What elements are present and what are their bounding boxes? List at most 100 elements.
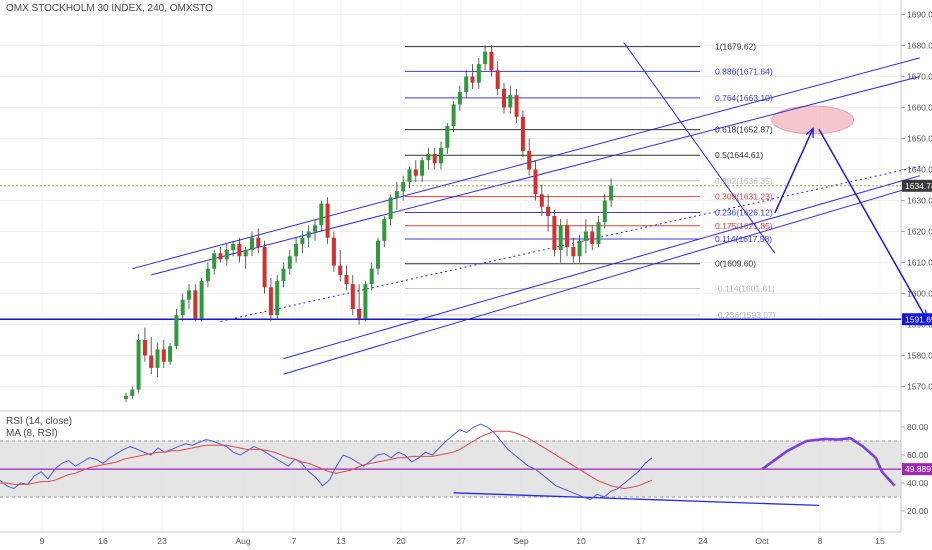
candle-up: [124, 395, 128, 399]
candle-down: [237, 243, 242, 257]
time-tick-label: 9: [40, 536, 45, 546]
candle-down: [432, 154, 437, 164]
time-tick-label: 24: [698, 536, 708, 546]
candle-up: [319, 203, 324, 226]
rsi-divergence-line[interactable]: [453, 492, 820, 507]
candle-down: [470, 76, 475, 83]
candle-up: [382, 219, 387, 241]
candle-up: [401, 181, 406, 192]
time-tick-label: Oct: [755, 536, 769, 546]
candle-up: [583, 231, 588, 241]
candle-down: [331, 237, 336, 266]
price-tick-label: 1570.00: [907, 382, 932, 392]
rsi-line: [0, 423, 653, 501]
candle-up: [609, 185, 614, 201]
fib-level-label: 0.886(1671.64): [715, 66, 773, 76]
time-tick-label: 7: [292, 536, 297, 546]
projected-down-move[interactable]: [818, 128, 926, 318]
candle-down: [218, 253, 223, 260]
rsi-tick-label: 40.00: [907, 478, 929, 488]
candle-up: [457, 92, 462, 105]
candle-up: [451, 104, 456, 127]
fib-level-label: 0.236(1626.12): [715, 208, 773, 218]
down-trend-line[interactable]: [623, 42, 776, 254]
price-tick-label: 1690.00: [907, 10, 932, 20]
candle-up: [558, 225, 563, 251]
candle-down: [338, 265, 343, 275]
candle-up: [174, 315, 179, 347]
candle-up: [212, 253, 217, 269]
rsi-band: [0, 440, 901, 498]
candle-down: [344, 274, 349, 285]
middle-channel-line[interactable]: [220, 165, 920, 322]
candle-down: [142, 340, 147, 356]
time-tick-label: 23: [157, 536, 167, 546]
candle-up: [508, 95, 513, 108]
time-tick-label: Aug: [235, 536, 250, 546]
projected-rsi-path[interactable]: [761, 436, 896, 487]
price-tick-label: 1660.00: [907, 103, 932, 113]
fib-level-label: 0.309(1631.23): [715, 192, 773, 202]
candle-down: [533, 169, 538, 195]
candlestick-series: [124, 45, 614, 402]
chart-title: OMX STOCKHOLM 30 INDEX, 240, OMXSTO: [6, 3, 213, 14]
candle-down: [571, 247, 576, 257]
lower-channel-bottom[interactable]: [283, 184, 920, 375]
fib-level-label: 0(1609.60): [715, 259, 756, 269]
candle-down: [565, 225, 569, 247]
candle-up: [155, 349, 160, 368]
candle-down: [149, 355, 154, 368]
projection-arrows[interactable]: [761, 128, 926, 487]
candle-down: [350, 284, 355, 309]
candle-up: [306, 231, 311, 238]
projected-up-move[interactable]: [774, 129, 813, 214]
fib-level-label: 0.5(1644.61): [715, 150, 763, 160]
candle-down: [590, 231, 595, 244]
candle-up: [445, 126, 450, 148]
price-axis: 1570.001580.001590.001600.001610.001620.…: [0, 0, 932, 533]
time-tick-label: 8: [818, 536, 823, 546]
price-tick-label: 1580.00: [907, 351, 932, 361]
trend-lines[interactable]: [132, 42, 920, 507]
candle-up: [407, 169, 412, 182]
fib-level-label: 1(1679.62): [715, 42, 756, 52]
time-tick-label: 17: [636, 536, 646, 546]
time-tick-label: 10: [576, 536, 586, 546]
candle-down: [325, 203, 330, 238]
candle-up: [313, 225, 317, 232]
candle-down: [161, 349, 166, 362]
fib-level-label: -0.236(1593.07): [715, 310, 776, 320]
time-tick-label: 15: [875, 536, 885, 546]
candle-up: [275, 281, 280, 316]
lower-channel-top[interactable]: [283, 175, 920, 360]
time-tick-label: 20: [396, 536, 406, 546]
candle-up: [388, 197, 393, 220]
candle-up: [250, 237, 254, 251]
candle-up: [187, 290, 191, 300]
candle-down: [527, 150, 532, 170]
ma-legend: MA (8, RSI): [6, 428, 58, 439]
candle-up: [168, 346, 173, 362]
candle-up: [294, 243, 299, 257]
candle-up: [363, 284, 368, 319]
price-tick-label: 1610.00: [907, 258, 932, 268]
rsi-tick-label: 20.00: [907, 506, 929, 516]
rsi-ma-line: [0, 430, 653, 490]
price-tick-label: 1680.00: [907, 41, 932, 51]
candle-down: [256, 237, 261, 247]
candle-up: [426, 154, 431, 161]
support-line[interactable]: [0, 185, 901, 321]
fib-level-label: 0.114(1617.58): [715, 234, 772, 244]
last-price-badge-bg: [902, 179, 932, 192]
candle-down: [262, 247, 267, 288]
candle-down: [495, 70, 500, 89]
candle-up: [300, 237, 305, 244]
candle-down: [413, 169, 418, 176]
upper-channel-top[interactable]: [132, 57, 920, 270]
candle-up: [287, 256, 292, 269]
candle-up: [602, 200, 607, 223]
rsi-value-badge: 49.8897: [905, 464, 932, 474]
candle-up: [483, 51, 488, 65]
